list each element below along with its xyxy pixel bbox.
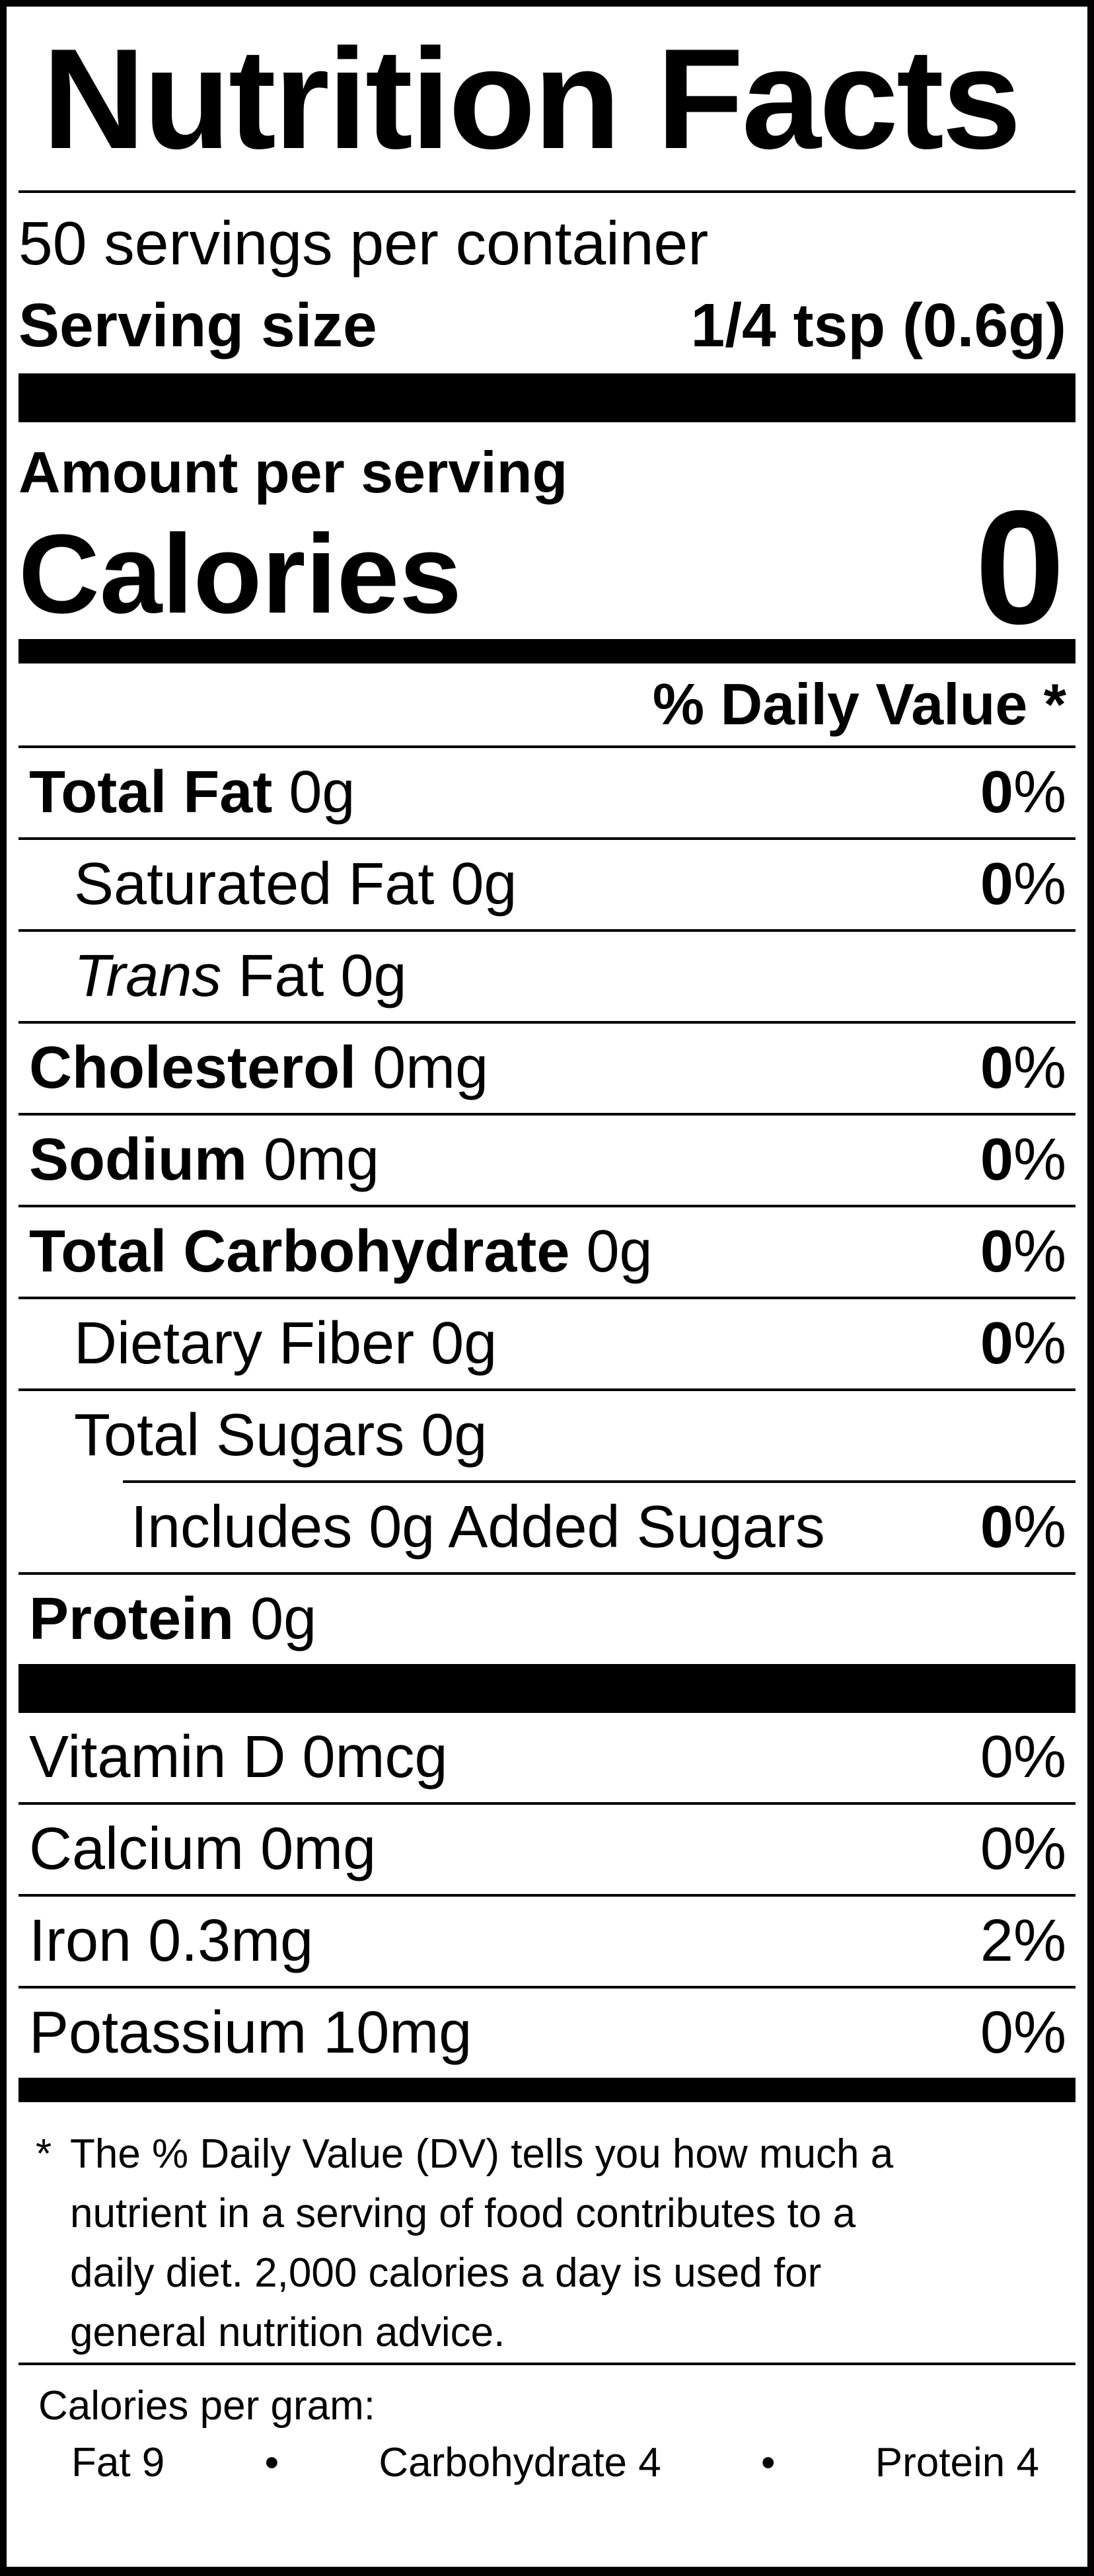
divider-hairline [18, 1801, 1076, 1805]
divider-hairline [18, 745, 1076, 748]
nutrient-row: Cholesterol 0mg 0% [18, 1024, 1076, 1113]
calories-label: Calories [18, 511, 462, 638]
vitamin-row: Potassium 10mg 0% [18, 1989, 1076, 2078]
daily-value-percent: 0% [980, 1218, 1066, 1285]
daily-value-percent: 0% [980, 759, 1066, 825]
nutrient-name: Dietary Fiber 0g [74, 1310, 497, 1377]
calories-per-gram-row: Fat 9 • Carbohydrate 4 • Protein 4 [18, 2433, 1076, 2500]
divider-bar-thick [18, 1663, 1076, 1713]
divider-hairline [18, 1112, 1076, 1116]
daily-value-percent: 2% [980, 1907, 1066, 1974]
calories-per-gram-item: Carbohydrate 4 [379, 2439, 661, 2485]
divider-hairline [18, 1985, 1076, 1989]
vitamin-mineral-rows: Vitamin D 0mcg 0% Calcium 0mg 0% Iron 0.3mg 2… [18, 1713, 1076, 2078]
servings-per-container: 50 servings per container [18, 209, 709, 278]
divider-hairline [18, 1020, 1076, 1024]
nutrient-row: Total Carbohydrate 0g 0% [18, 1207, 1076, 1297]
daily-value-percent: 0% [980, 1999, 1066, 2066]
divider-hairline [18, 837, 1076, 840]
divider-hairline [18, 1296, 1076, 1299]
daily-value-percent: 0% [980, 1815, 1066, 1882]
nutrient-rows: Total Fat 0g 0% Saturated Fat 0g 0% Trans Fa… [18, 748, 1076, 1664]
bullet-separator: • [264, 2439, 279, 2485]
divider-hairline [18, 2362, 1076, 2365]
daily-value-percent: 0% [980, 1494, 1066, 1560]
daily-value-percent: 0% [980, 1126, 1066, 1193]
daily-value-percent: 0% [980, 1034, 1066, 1101]
daily-value-percent: 0% [980, 851, 1066, 917]
nutrient-row: Total Fat 0g 0% [18, 748, 1076, 837]
nutrient-row: Sodium 0mg 0% [18, 1116, 1076, 1205]
divider-hairline [18, 928, 1076, 932]
nutrient-name: Vitamin D 0mcg [29, 1724, 448, 1790]
nutrient-row: Includes 0g Added Sugars 0% [18, 1483, 1076, 1572]
divider-hairline [123, 1480, 1076, 1483]
nutrient-name: Total Carbohydrate 0g [29, 1218, 653, 1285]
vitamin-row: Iron 0.3mg 2% [18, 1897, 1076, 1986]
nutrient-name: Calcium 0mg [29, 1815, 377, 1882]
nutrient-row: Dietary Fiber 0g 0% [18, 1299, 1076, 1388]
divider-hairline [18, 190, 1076, 193]
nutrient-name: Trans Fat 0g [74, 942, 407, 1009]
nutrient-name: Potassium 10mg [29, 1999, 472, 2066]
serving-size-row: Serving size 1/4 tsp (0.6g) [18, 282, 1076, 373]
footnote: * The % Daily Value (DV) tells you how m… [18, 2102, 1076, 2363]
divider-hairline [18, 1572, 1076, 1575]
amount-per-serving-label: Amount per serving [18, 439, 568, 505]
daily-value-percent: 0% [980, 1724, 1066, 1790]
daily-value-header: % Daily Value * [652, 671, 1066, 737]
nutrient-row: Saturated Fat 0g 0% [18, 840, 1076, 929]
divider-hairline [18, 1388, 1076, 1391]
nutrient-row: Total Sugars 0g [18, 1391, 1076, 1480]
nutrient-name: Sodium 0mg [29, 1126, 380, 1193]
nutrient-row: Trans Fat 0g [18, 932, 1076, 1021]
divider-bar-thick [18, 373, 1076, 422]
calories-per-gram-label: Calories per gram: [38, 2382, 375, 2429]
nutrient-name: Total Sugars 0g [74, 1402, 488, 1468]
nutrient-name: Iron 0.3mg [29, 1907, 314, 1974]
vitamin-row: Calcium 0mg 0% [18, 1805, 1076, 1894]
divider-hairline [18, 1204, 1076, 1207]
footnote-asterisk: * [36, 2131, 52, 2177]
divider-bar-medium [18, 2077, 1076, 2102]
divider-bar-medium [18, 638, 1076, 663]
label-title: Nutrition Facts [42, 18, 1021, 178]
serving-size-value: 1/4 tsp (0.6g) [690, 291, 1067, 360]
nutrient-name: Saturated Fat 0g [74, 851, 517, 917]
divider-hairline [18, 1893, 1076, 1897]
nutrient-name: Protein 0g [29, 1585, 317, 1652]
nutrient-row: Protein 0g [18, 1575, 1076, 1664]
footnote-text: The % Daily Value (DV) tells you how muc… [70, 2131, 894, 2355]
bullet-separator: • [760, 2439, 776, 2485]
nutrient-name: Total Fat 0g [29, 759, 355, 825]
serving-size-label: Serving size [18, 291, 377, 360]
nutrient-name: Includes 0g Added Sugars [131, 1494, 825, 1560]
calories-per-gram-item: Fat 9 [71, 2439, 165, 2485]
calories-value: 0 [974, 476, 1065, 658]
calories-row: Calories 0 [18, 476, 1076, 658]
vitamin-row: Vitamin D 0mcg 0% [18, 1713, 1076, 1802]
nutrient-name: Cholesterol 0mg [29, 1034, 489, 1101]
daily-value-percent: 0% [980, 1310, 1066, 1377]
calories-per-gram-item: Protein 4 [875, 2439, 1039, 2485]
